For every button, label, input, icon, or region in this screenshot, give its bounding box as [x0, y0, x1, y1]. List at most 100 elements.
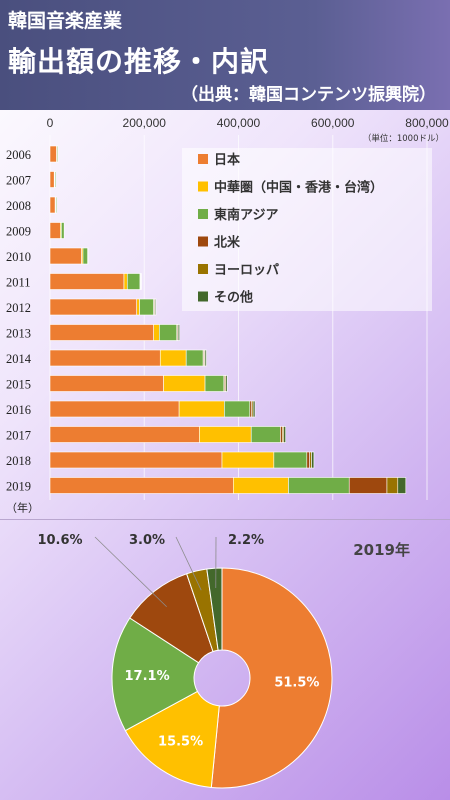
bar-segment [54, 171, 56, 188]
bar-segment [55, 196, 57, 214]
year-axis-suffix: （年） [6, 501, 39, 515]
bar-segment [136, 298, 140, 316]
source-note: （出典：韓国コンテンツ振興院） [181, 85, 436, 105]
bar-segment [348, 477, 388, 494]
year-label: 2014 [6, 352, 32, 366]
bar-segment [49, 400, 180, 418]
bar-segment [204, 349, 207, 367]
bar-segment [49, 451, 223, 469]
bar-chart: 0 200,000 400,000 600,000 800,000 （単位：1000ドル）… [6, 116, 449, 515]
bar-segment [49, 171, 55, 188]
pie-slice [206, 567, 223, 651]
year-label: 2006 [6, 148, 31, 162]
year-label: 2019 [6, 480, 31, 494]
legend-swatch [198, 181, 208, 192]
unit-note: （単位：1000ドル） [363, 133, 444, 144]
legend-swatch [198, 236, 208, 247]
year-label: 2018 [6, 454, 31, 468]
year-label: 2009 [6, 225, 31, 239]
bar-segment [177, 324, 180, 341]
x-tick-label: 0 [47, 116, 54, 130]
slice-label: 17.1% [125, 669, 170, 684]
legend-box [182, 148, 432, 311]
legend-label: 北米 [214, 235, 241, 251]
bar-segment [225, 375, 228, 392]
bar-segment [199, 426, 252, 443]
header-banner: 韓国音楽産業 輸出額の推移・内訳 （出典：韓国コンテンツ振興院） [0, 0, 450, 110]
bar-segment [49, 273, 125, 290]
year-label: 2007 [6, 174, 31, 188]
legend-swatch [198, 209, 208, 219]
legend-swatch [198, 291, 208, 302]
year-label: 2008 [6, 199, 31, 213]
bar-segment [159, 324, 178, 341]
slice-label: 10.6% [37, 533, 82, 548]
legend-label: 日本 [214, 152, 240, 168]
bar-segment [178, 400, 225, 418]
bar-segment [49, 196, 56, 214]
year-label: 2013 [6, 327, 31, 341]
x-tick-label: 200,000 [123, 116, 167, 130]
bar-segment [386, 477, 399, 494]
bar-segment [49, 477, 234, 494]
divider [0, 519, 450, 520]
slice-label: 2.2% [228, 533, 264, 548]
legend-label: 中華圏（中国・香港・台湾） [214, 180, 383, 196]
year-label: 2017 [6, 429, 31, 443]
legend-swatch [198, 154, 208, 164]
year-label: 2012 [6, 301, 31, 315]
bar-segment [126, 273, 141, 290]
legend-swatch [198, 264, 208, 274]
bar-segment [56, 145, 59, 163]
title-line2: 輸出額の推移・内訳 [8, 45, 270, 78]
bar-segment [252, 400, 256, 418]
year-label: 2010 [6, 250, 31, 264]
legend-label: 東南アジア [214, 207, 278, 223]
bar-segment [224, 400, 251, 418]
title-line1: 韓国音楽産業 [8, 10, 123, 32]
pie-slice [124, 690, 220, 789]
bar-segment [163, 375, 206, 392]
year-label: 2016 [6, 403, 31, 417]
pie-title: 2019年 [353, 541, 410, 559]
leader-line [94, 536, 167, 608]
slice-label: 15.5% [158, 735, 203, 750]
bar-segment [159, 349, 187, 367]
x-tick-label: 600,000 [311, 116, 355, 130]
bar-segment [49, 298, 138, 316]
legend-label: その他 [214, 290, 253, 306]
bar-segment [49, 426, 200, 443]
bar-segment [49, 247, 82, 265]
bar-segment [250, 426, 281, 443]
bar-segment [49, 324, 154, 341]
bar-segment [154, 298, 157, 316]
bar-segment [306, 451, 310, 469]
pie-slice [111, 617, 200, 732]
bar-segment [153, 324, 160, 341]
x-tick-label: 400,000 [217, 116, 261, 130]
bar-segment [185, 349, 204, 367]
bar-segment [221, 451, 275, 469]
bar-segment [311, 451, 315, 469]
bar-segment [49, 145, 57, 163]
bar-segment [397, 477, 407, 494]
legend-label: ヨーロッパ [214, 263, 279, 278]
bar-segment [82, 247, 89, 265]
bar-segment [139, 298, 154, 316]
slice-label: 51.5% [274, 676, 319, 691]
bar-segment [273, 451, 308, 469]
bar-segment [233, 477, 289, 494]
pie-chart: 2019年 51.5% 15.5% 17.1% 10.6% 3.0% 2.2% [37, 533, 410, 789]
bar-segment [288, 477, 350, 494]
bar-segment [283, 426, 286, 443]
year-label: 2011 [6, 276, 31, 290]
bar-segment [204, 375, 225, 392]
slice-label: 3.0% [129, 533, 165, 548]
leader-line [175, 536, 202, 591]
pie-slice [210, 567, 333, 789]
bar-segment [123, 273, 128, 290]
bar-segment [49, 375, 164, 392]
x-tick-label: 800,000 [405, 116, 449, 130]
year-label: 2015 [6, 378, 31, 392]
